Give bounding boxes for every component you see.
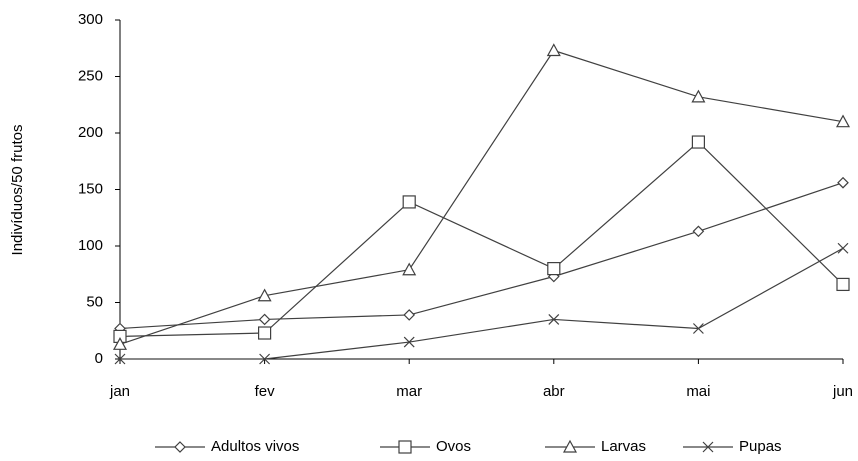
marker bbox=[402, 195, 416, 209]
marker bbox=[702, 441, 714, 453]
x-tick-label: jun bbox=[832, 383, 853, 400]
marker bbox=[258, 313, 271, 326]
marker bbox=[562, 439, 578, 453]
marker bbox=[403, 309, 416, 321]
legend-label: Ovos bbox=[436, 438, 471, 455]
marker bbox=[692, 225, 705, 238]
marker bbox=[258, 326, 272, 340]
series-line bbox=[119, 49, 844, 345]
legend-label: Larvas bbox=[601, 438, 646, 455]
marker bbox=[259, 353, 271, 365]
y-axis-label: Indivíduos/50 frutos bbox=[9, 125, 26, 256]
x-tick-label: mar bbox=[396, 383, 422, 400]
marker bbox=[114, 353, 126, 365]
marker bbox=[692, 323, 704, 334]
y-tick-label: 300 bbox=[78, 11, 103, 28]
y-tick-label: 0 bbox=[95, 350, 103, 367]
x-tick-label: mai bbox=[686, 383, 710, 400]
marker bbox=[547, 262, 561, 276]
marker bbox=[112, 337, 128, 350]
series-line bbox=[119, 182, 844, 330]
y-tick-label: 150 bbox=[78, 180, 103, 197]
series-line bbox=[119, 141, 844, 337]
x-tick-label: fev bbox=[255, 383, 276, 400]
legend-label: Pupas bbox=[739, 438, 782, 455]
marker bbox=[837, 176, 849, 189]
marker bbox=[398, 440, 412, 454]
y-tick-label: 200 bbox=[78, 124, 103, 141]
legend-label: Adultos vivos bbox=[211, 438, 299, 455]
marker bbox=[548, 314, 560, 325]
marker bbox=[836, 277, 850, 292]
marker bbox=[403, 336, 415, 348]
series-line bbox=[120, 247, 844, 360]
marker bbox=[174, 441, 186, 453]
x-tick-label: jan bbox=[109, 383, 130, 400]
marker bbox=[402, 262, 417, 276]
marker bbox=[837, 242, 849, 254]
marker bbox=[691, 89, 706, 103]
marker bbox=[257, 288, 272, 302]
x-tick-label: abr bbox=[543, 383, 565, 400]
marker bbox=[691, 135, 706, 149]
y-tick-label: 50 bbox=[86, 293, 103, 310]
y-tick-label: 250 bbox=[78, 67, 103, 84]
marker bbox=[546, 43, 561, 57]
y-tick-label: 100 bbox=[78, 237, 103, 254]
marker bbox=[835, 114, 851, 128]
